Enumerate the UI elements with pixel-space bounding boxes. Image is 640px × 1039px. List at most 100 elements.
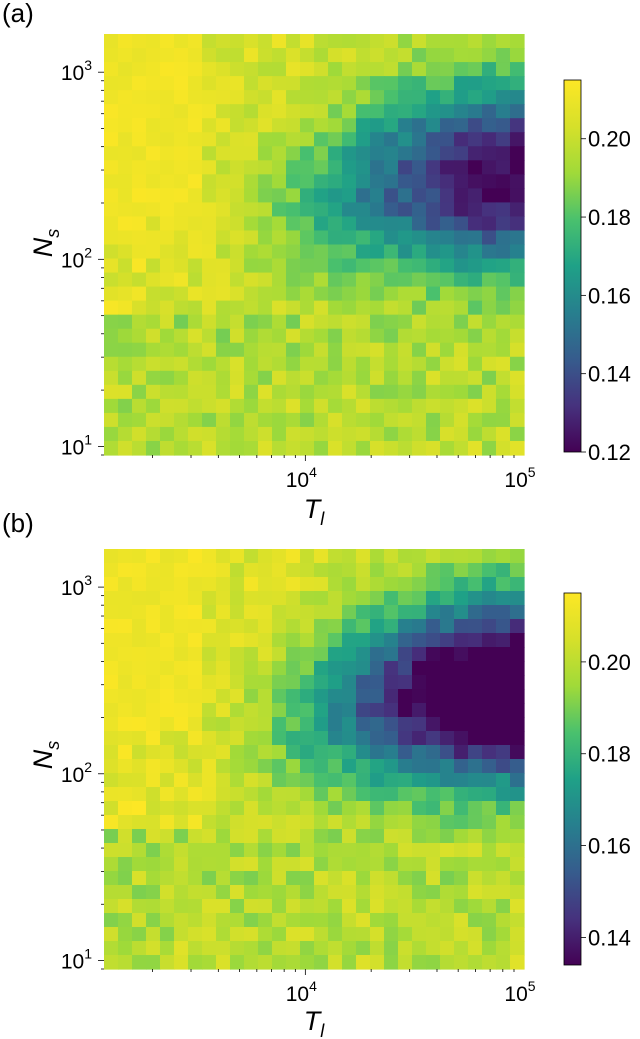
heatmap-cell — [132, 104, 147, 119]
heatmap-cell — [468, 619, 483, 634]
heatmap-cell — [496, 160, 511, 175]
heatmap-cell — [160, 230, 175, 246]
heatmap-cell — [356, 661, 371, 676]
heatmap-cell — [104, 412, 119, 428]
heatmap-cell — [398, 605, 413, 620]
heatmap-cell — [230, 90, 245, 105]
heatmap-cell — [314, 272, 329, 288]
heatmap-cell — [440, 286, 455, 302]
heatmap-cell — [300, 745, 315, 760]
heatmap-cell — [188, 244, 203, 260]
heatmap-cell — [272, 426, 287, 442]
heatmap-cell — [244, 314, 259, 330]
heatmap-cell — [118, 801, 133, 816]
heatmap-cell — [328, 272, 343, 288]
heatmap-cell — [356, 941, 371, 956]
heatmap-cell — [356, 426, 371, 442]
heatmap-cell — [412, 384, 427, 400]
heatmap-cell — [300, 342, 315, 358]
heatmap-cell — [482, 342, 497, 358]
heatmap-cell — [370, 90, 385, 105]
heatmap-cell — [454, 647, 469, 662]
heatmap-cell — [496, 955, 511, 970]
heatmap-cell — [370, 871, 385, 886]
heatmap-cell — [398, 76, 413, 91]
heatmap-cell — [146, 286, 161, 302]
heatmap-cell — [104, 314, 119, 330]
heatmap-cell — [496, 118, 511, 133]
heatmap-cell — [132, 955, 147, 970]
heatmap-cell — [216, 787, 231, 802]
heatmap-cell — [174, 314, 189, 330]
heatmap-cell — [384, 689, 399, 704]
heatmap-cell — [216, 104, 231, 119]
heatmap-cell — [286, 885, 301, 900]
heatmap-cell — [258, 76, 273, 91]
heatmap-cell — [160, 843, 175, 858]
heatmap-cell — [160, 745, 175, 760]
heatmap-cell — [188, 885, 203, 900]
heatmap-cell — [188, 647, 203, 662]
heatmap-cell — [244, 759, 259, 774]
heatmap-cell — [202, 272, 217, 288]
heatmap-cell — [496, 857, 511, 872]
heatmap-cell — [146, 591, 161, 606]
heatmap-cell — [426, 216, 441, 232]
heatmap-cell — [146, 647, 161, 662]
heatmap-cell — [230, 440, 245, 456]
heatmap-cell — [132, 202, 147, 218]
heatmap-cell — [216, 619, 231, 634]
heatmap-cell — [440, 118, 455, 133]
heatmap-cell — [412, 885, 427, 900]
heatmap-cell — [412, 440, 427, 456]
heatmap-cell — [286, 563, 301, 578]
heatmap-cell — [328, 941, 343, 956]
heatmap-cell — [188, 787, 203, 802]
heatmap-cell — [160, 633, 175, 648]
heatmap-cell — [202, 899, 217, 914]
heatmap-cell — [160, 384, 175, 400]
heatmap-cell — [202, 286, 217, 302]
heatmap-cell — [496, 440, 511, 456]
heatmap-cell — [244, 286, 259, 302]
heatmap-cell — [412, 34, 427, 49]
heatmap-cell — [286, 857, 301, 872]
heatmap-cell — [118, 563, 133, 578]
heatmap-cell — [314, 132, 329, 147]
heatmap-cell — [328, 913, 343, 928]
heatmap-cell — [412, 549, 427, 564]
heatmap-cell — [412, 633, 427, 648]
heatmap-cell — [230, 300, 245, 316]
heatmap-cell — [258, 899, 273, 914]
heatmap-cell — [328, 689, 343, 704]
heatmap-cell — [496, 689, 511, 704]
heatmap-cell — [132, 328, 147, 344]
heatmap-cell — [398, 577, 413, 592]
heatmap-cell — [216, 34, 231, 49]
heatmap-cell — [398, 633, 413, 648]
heatmap-cell — [104, 300, 119, 316]
heatmap-cell — [202, 857, 217, 872]
heatmap-cell — [286, 244, 301, 260]
heatmap-cell — [132, 801, 147, 816]
heatmap-cell — [384, 160, 399, 175]
heatmap-cell — [286, 815, 301, 830]
heatmap-cell — [468, 314, 483, 330]
heatmap-cell — [454, 146, 469, 161]
heatmap-cell — [146, 703, 161, 718]
heatmap-cell — [132, 661, 147, 676]
heatmap-cell — [370, 160, 385, 175]
heatmap-cell — [258, 563, 273, 578]
heatmap-cell — [230, 384, 245, 400]
heatmap-cell — [174, 577, 189, 592]
heatmap-cell — [468, 48, 483, 63]
heatmap-cell — [118, 773, 133, 788]
heatmap-cell — [188, 202, 203, 218]
heatmap-cell — [482, 202, 497, 218]
heatmap-cell — [356, 913, 371, 928]
heatmap-cell — [412, 188, 427, 203]
heatmap-cell — [202, 244, 217, 260]
heatmap-cell — [300, 913, 315, 928]
heatmap-cell — [440, 202, 455, 218]
heatmap-cell — [132, 412, 147, 428]
